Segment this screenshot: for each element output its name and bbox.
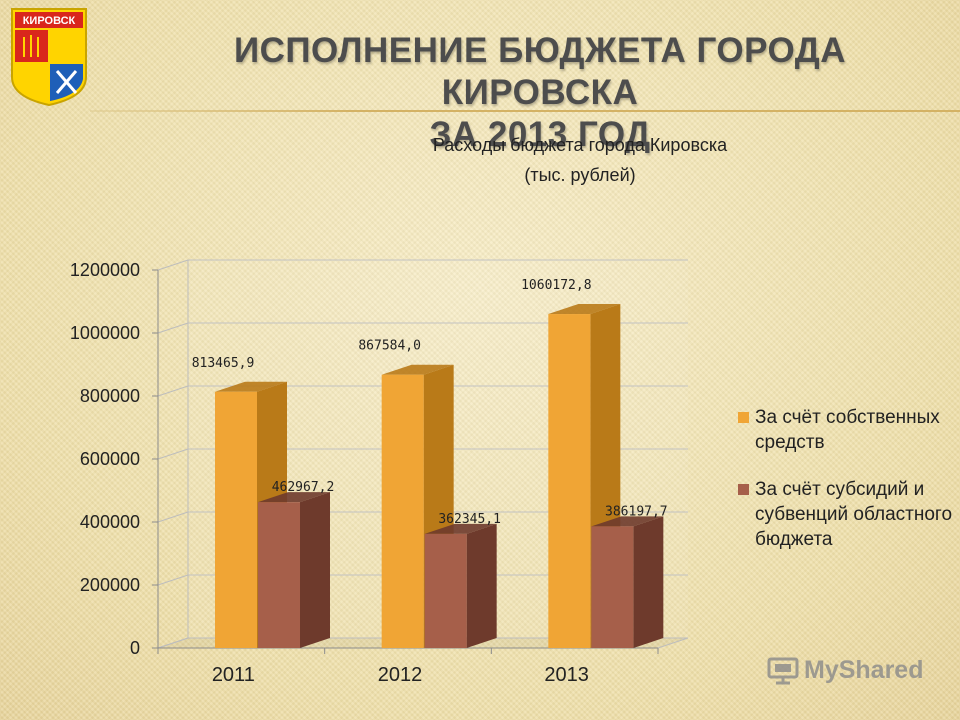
- data-label-own-funds-2011: 813465,9: [192, 356, 255, 371]
- y-tick-label: 400000: [80, 512, 140, 532]
- legend-item-subsidies: За счёт субсидий и субвенций областного …: [738, 477, 953, 552]
- y-tick-label: 200000: [80, 575, 140, 595]
- y-tick-label: 1200000: [70, 260, 140, 280]
- gridline-depth: [157, 322, 189, 334]
- chart-legend: За счёт собственных средств За счёт субс…: [738, 405, 953, 574]
- title-divider: [90, 110, 960, 112]
- y-tick-label: 1000000: [70, 323, 140, 343]
- y-tick-label: 800000: [80, 386, 140, 406]
- bar-top-subsidies-2013: [591, 516, 664, 527]
- data-label-subsidies-2012: 362345,1: [438, 512, 501, 527]
- chart-title: Расходы бюджета города Кировска (тыс. ру…: [360, 130, 800, 190]
- bar-subsidies-2011: [258, 502, 300, 648]
- city-emblem: КИРОВСК: [11, 8, 87, 107]
- y-tick-label: 0: [130, 638, 140, 658]
- gridline-depth: [157, 574, 189, 586]
- x-tick-label: 2013: [544, 664, 589, 686]
- chart-title-line2: (тыс. рублей): [524, 165, 636, 185]
- bar-subsidies-2013: [591, 526, 634, 648]
- slide-title-line1: ИСПОЛНЕНИЕ БЮДЖЕТА ГОРОДА КИРОВСКА: [233, 31, 847, 112]
- data-label-own-funds-2013: 1060172,8: [521, 278, 591, 293]
- gridline-depth: [157, 385, 189, 397]
- x-tick-label: 2011: [212, 664, 255, 686]
- legend-swatch-own-funds: [738, 412, 749, 423]
- slide-title: ИСПОЛНЕНИЕ БЮДЖЕТА ГОРОДА КИРОВСКА ЗА 20…: [150, 30, 930, 156]
- y-tick-label: 600000: [80, 449, 140, 469]
- slide-title-line2: ЗА 2013 ГОД: [429, 115, 651, 154]
- legend-label-own-funds: За счёт собственных средств: [755, 407, 940, 453]
- presentation-icon: [767, 657, 799, 685]
- bar-top-subsidies-2012: [424, 523, 497, 534]
- bar-own-funds-2013: [548, 314, 591, 648]
- legend-item-own-funds: За счёт собственных средств: [738, 405, 953, 455]
- x-tick-label: 2012: [378, 664, 423, 686]
- legend-swatch-subsidies: [738, 484, 749, 495]
- bar-own-funds-2011: [215, 391, 257, 648]
- gridline-depth: [157, 511, 189, 523]
- legend-label-subsidies: За счёт субсидий и субвенций областного …: [755, 479, 953, 550]
- gridline-depth: [157, 637, 189, 649]
- bar-subsidies-2012: [424, 533, 467, 648]
- bar-top-own-funds-2012: [381, 364, 454, 375]
- gridline-depth: [157, 259, 189, 271]
- bar-side-subsidies-2011: [300, 492, 330, 648]
- data-label-subsidies-2013: 386197,7: [605, 504, 668, 519]
- gridline-depth: [157, 448, 189, 460]
- bar-top-subsidies-2011: [258, 492, 330, 503]
- bar-own-funds-2012: [381, 374, 424, 648]
- bar-top-own-funds-2013: [548, 304, 621, 315]
- data-label-subsidies-2011: 462967,2: [272, 480, 335, 495]
- bar-side-subsidies-2012: [466, 523, 497, 648]
- bar-side-subsidies-2013: [633, 516, 664, 648]
- chart-title-line1: Расходы бюджета города Кировска: [432, 135, 728, 155]
- emblem-text: КИРОВСК: [23, 15, 76, 27]
- data-label-own-funds-2012: 867584,0: [358, 339, 421, 354]
- watermark: MyShared: [766, 655, 923, 685]
- watermark-text: MyShared: [804, 655, 924, 684]
- bar-top-own-funds-2011: [215, 381, 287, 392]
